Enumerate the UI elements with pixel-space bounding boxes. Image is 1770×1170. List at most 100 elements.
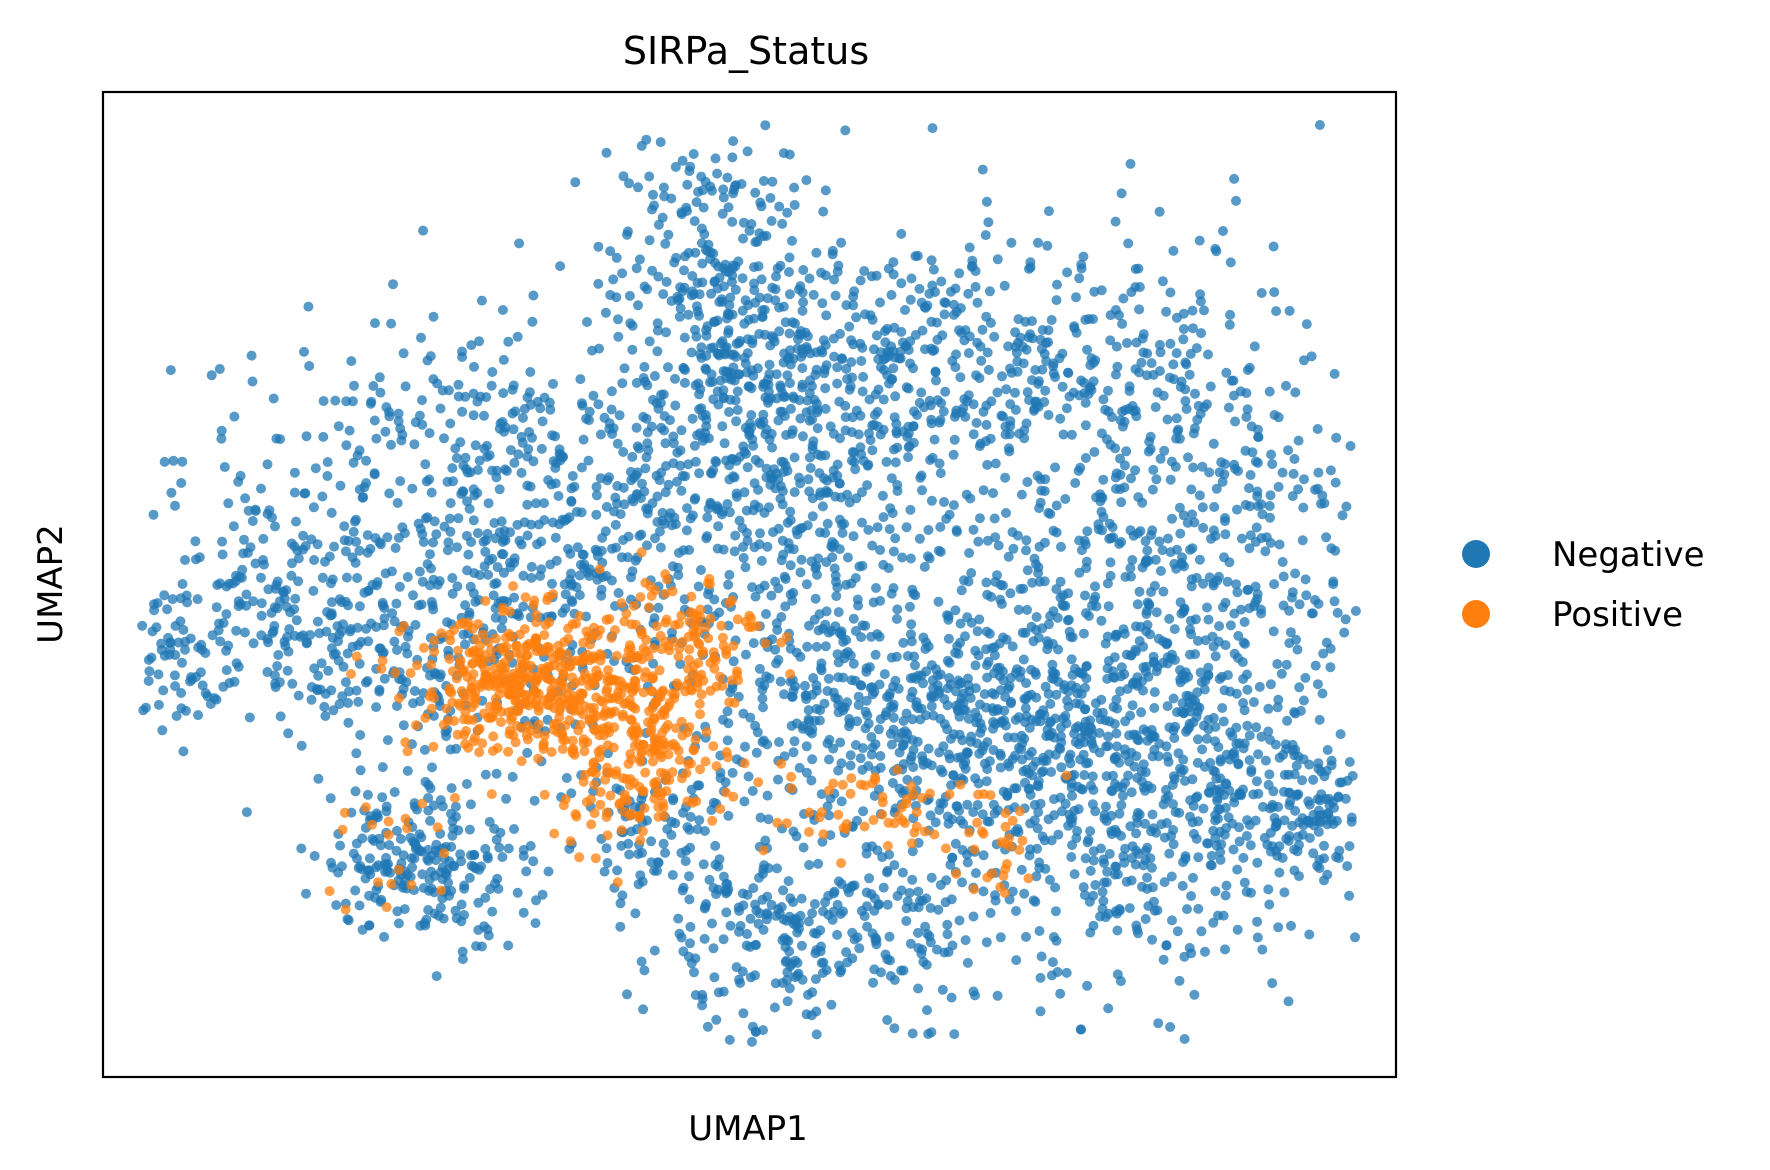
scatter-point-negative — [631, 263, 642, 274]
scatter-point-negative — [1085, 826, 1096, 837]
scatter-point-negative — [890, 457, 901, 468]
scatter-point-negative — [884, 524, 895, 535]
scatter-point-negative — [1052, 279, 1062, 290]
scatter-point-negative — [811, 945, 822, 956]
scatter-point-negative — [428, 537, 439, 548]
scatter-point-negative — [1289, 454, 1300, 464]
scatter-point-negative — [841, 300, 852, 311]
scatter-point-negative — [408, 836, 419, 847]
scatter-point-negative — [262, 667, 273, 677]
scatter-point-negative — [657, 212, 668, 223]
scatter-point-negative — [1150, 402, 1161, 413]
scatter-point-negative — [1038, 766, 1049, 777]
scatter-point-negative — [211, 602, 222, 613]
scatter-point-negative — [1213, 636, 1224, 647]
scatter-point-negative — [1247, 447, 1258, 458]
scatter-point-negative — [1010, 826, 1021, 837]
scatter-point-negative — [1073, 781, 1083, 792]
scatter-point-negative — [217, 536, 228, 547]
scatter-point-negative — [1080, 420, 1091, 431]
scatter-point-negative — [597, 532, 608, 543]
scatter-point-negative — [1134, 586, 1145, 597]
scatter-point-negative — [1209, 502, 1220, 512]
scatter-point-negative — [1044, 749, 1054, 760]
scatter-point-negative — [679, 265, 689, 276]
scatter-point-negative — [1144, 436, 1155, 447]
scatter-point-negative — [1290, 744, 1301, 755]
scatter-point-negative — [359, 482, 370, 493]
scatter-point-negative — [724, 300, 735, 311]
scatter-point-negative — [264, 505, 275, 516]
scatter-point-negative — [1166, 653, 1177, 664]
scatter-point-negative — [1073, 739, 1084, 750]
scatter-point-negative — [637, 847, 647, 858]
scatter-point-negative — [1224, 319, 1235, 330]
scatter-point-negative — [1285, 627, 1296, 638]
scatter-point-negative — [525, 367, 536, 377]
scatter-point-negative — [1165, 547, 1176, 558]
scatter-point-negative — [1334, 845, 1345, 856]
scatter-point-negative — [416, 846, 427, 857]
scatter-point-negative — [1000, 429, 1011, 440]
scatter-point-negative — [639, 486, 650, 497]
scatter-point-negative — [718, 385, 729, 396]
scatter-point-negative — [1292, 644, 1303, 655]
scatter-point-negative — [901, 916, 912, 926]
scatter-point-negative — [624, 849, 635, 860]
scatter-point-negative — [742, 535, 753, 546]
scatter-point-positive — [466, 683, 477, 694]
scatter-point-negative — [780, 460, 791, 471]
scatter-point-negative — [909, 651, 920, 662]
scatter-point-negative — [750, 720, 761, 731]
scatter-point-negative — [686, 347, 697, 358]
scatter-point-negative — [747, 1036, 757, 1047]
scatter-point-negative — [398, 348, 409, 359]
scatter-point-negative — [389, 636, 400, 647]
scatter-point-negative — [691, 197, 702, 208]
scatter-point-negative — [354, 601, 365, 612]
scatter-point-negative — [343, 717, 354, 728]
scatter-point-negative — [1203, 787, 1214, 798]
scatter-point-negative — [904, 888, 915, 898]
scatter-point-negative — [972, 626, 983, 637]
scatter-point-negative — [1031, 756, 1041, 767]
scatter-point-negative — [1138, 662, 1149, 673]
scatter-point-negative — [866, 749, 877, 760]
scatter-point-negative — [938, 741, 949, 752]
scatter-point-negative — [455, 849, 466, 860]
scatter-point-negative — [919, 561, 930, 572]
scatter-point-negative — [685, 811, 696, 822]
scatter-point-negative — [818, 906, 829, 917]
scatter-point-negative — [907, 1028, 918, 1039]
scatter-point-negative — [673, 913, 684, 924]
scatter-point-negative — [460, 452, 471, 463]
scatter-point-negative — [193, 710, 204, 721]
scatter-point-negative — [950, 605, 961, 616]
scatter-point-negative — [1167, 915, 1177, 926]
scatter-point-negative — [1177, 880, 1188, 891]
scatter-point-negative — [1168, 771, 1179, 782]
scatter-point-negative — [756, 555, 767, 566]
scatter-point-negative — [937, 984, 948, 995]
scatter-point-negative — [895, 346, 906, 357]
scatter-point-negative — [989, 513, 1000, 524]
scatter-point-negative — [730, 530, 741, 541]
scatter-point-negative — [674, 293, 685, 304]
scatter-point-negative — [1178, 510, 1189, 521]
scatter-point-negative — [924, 553, 935, 564]
scatter-point-negative — [1035, 972, 1046, 983]
scatter-point-negative — [1211, 483, 1222, 494]
scatter-point-negative — [495, 827, 506, 838]
scatter-point-negative — [610, 519, 621, 530]
scatter-point-negative — [926, 418, 937, 429]
scatter-point-negative — [1097, 707, 1108, 718]
scatter-point-negative — [1149, 657, 1159, 668]
scatter-point-negative — [1114, 905, 1125, 916]
scatter-point-negative — [710, 456, 721, 466]
scatter-point-negative — [423, 780, 434, 790]
scatter-point-negative — [882, 865, 893, 876]
scatter-point-negative — [660, 438, 671, 449]
scatter-point-negative — [1110, 216, 1121, 227]
scatter-point-negative — [942, 919, 953, 930]
scatter-point-negative — [1034, 541, 1045, 552]
